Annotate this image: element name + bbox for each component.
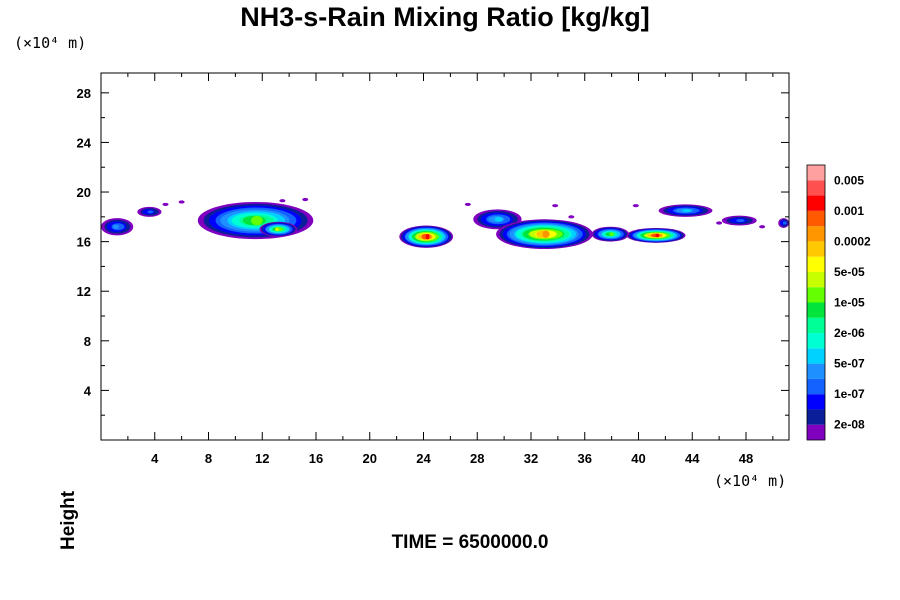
cloud-7-level-9 xyxy=(609,232,614,237)
speck-7 xyxy=(632,204,639,208)
cloud-5-level-5 xyxy=(494,216,503,222)
cloud-10 xyxy=(721,215,757,226)
x-axis-unit: (×10⁴ m) xyxy=(714,472,787,490)
y-tick-label-24: 24 xyxy=(77,135,92,150)
speck-0 xyxy=(162,202,169,207)
x-tick-label-40: 40 xyxy=(631,451,645,466)
cloud-11 xyxy=(778,218,789,228)
cloud-9-level-5 xyxy=(682,209,692,213)
speck-2 xyxy=(279,199,286,203)
colorbar-segment-16 xyxy=(807,180,825,196)
colorbar-segment-11 xyxy=(807,256,825,272)
clouds-layer xyxy=(101,197,789,250)
cloud-2 xyxy=(197,201,314,240)
speck-5 xyxy=(552,204,559,208)
x-tick-label-32: 32 xyxy=(524,451,538,466)
colorbar-segment-7 xyxy=(807,317,825,334)
speck-6 xyxy=(568,215,575,219)
colorbar-label-0: 2e-08 xyxy=(834,418,865,432)
plot-frame xyxy=(100,72,790,441)
x-tick-label-28: 28 xyxy=(470,451,484,466)
colorbar-border xyxy=(806,164,826,441)
colorbar-segment-12 xyxy=(807,241,825,257)
speck-8 xyxy=(716,221,723,225)
cloud-7 xyxy=(591,226,630,242)
colorbar-label-4: 1e-05 xyxy=(834,296,865,310)
time-caption: TIME = 6500000.0 xyxy=(391,532,549,553)
cloud-4 xyxy=(399,225,454,248)
speck-4 xyxy=(464,202,471,207)
speck-9 xyxy=(759,225,766,229)
cloud-8-level-15 xyxy=(655,233,660,238)
colorbar-segment-15 xyxy=(807,195,825,211)
x-tick-label-4: 4 xyxy=(151,451,159,466)
colorbar-label-2: 5e-07 xyxy=(834,357,865,371)
colorbar-segment-17 xyxy=(807,165,825,181)
chart-title: NH3-s-Rain Mixing Ratio [kg/kg] xyxy=(240,2,650,32)
plot-border xyxy=(100,72,790,441)
y-tick-label-20: 20 xyxy=(77,185,91,200)
x-tick-label-48: 48 xyxy=(739,451,753,466)
cloud-11-level-3 xyxy=(782,221,787,225)
y-tick-label-12: 12 xyxy=(77,284,91,299)
cloud-9 xyxy=(658,204,713,217)
colorbar: 2e-08 1e-07 5e-07 2e-06 1e-05 5e-05 0.0002 0.00… xyxy=(806,164,871,441)
cloud-0-level-4 xyxy=(112,224,120,229)
x-tick-label-16: 16 xyxy=(309,451,323,466)
y-tick-label-28: 28 xyxy=(77,86,91,101)
cloud-6-level-13 xyxy=(542,230,550,238)
cloud-3-level-10 xyxy=(275,227,280,232)
plot-area xyxy=(101,73,789,440)
x-tick-label-8: 8 xyxy=(205,451,212,466)
colorbar-label-5: 5e-05 xyxy=(834,265,865,279)
colorbar-segment-14 xyxy=(807,210,825,227)
y-tick-label-4: 4 xyxy=(84,383,92,398)
colorbar-segment-2 xyxy=(807,394,825,410)
colorbar-segment-8 xyxy=(807,302,825,318)
colorbar-label-8: 0.005 xyxy=(834,173,864,187)
cloud-2-level-9 xyxy=(251,215,263,226)
colorbar-label-7: 0.001 xyxy=(834,204,864,218)
colorbar-segment-5 xyxy=(807,348,825,364)
colorbar-label-1: 1e-07 xyxy=(834,387,865,401)
colorbar-segment-0 xyxy=(807,424,825,440)
cloud-4-level-15 xyxy=(425,233,430,240)
colorbar-segment-4 xyxy=(807,363,825,379)
plot-background xyxy=(101,73,789,440)
cloud-10-level-3 xyxy=(736,219,745,223)
colorbar-label-6: 0.0002 xyxy=(834,234,871,248)
speck-3 xyxy=(302,197,309,202)
cloud-6 xyxy=(496,219,593,250)
cloud-3 xyxy=(259,221,298,237)
cloud-1-level-3 xyxy=(147,210,154,214)
y-tick-label-8: 8 xyxy=(84,334,91,349)
cloud-8 xyxy=(626,227,686,243)
cloud-1 xyxy=(137,206,162,217)
x-tick-label-20: 20 xyxy=(363,451,377,466)
colorbar-segment-1 xyxy=(807,409,825,425)
y-tick-label-16: 16 xyxy=(77,235,91,250)
cloud-0 xyxy=(101,218,134,236)
colorbar-segment-9 xyxy=(807,287,825,303)
x-tick-label-12: 12 xyxy=(255,451,269,466)
x-tick-label-24: 24 xyxy=(416,451,431,466)
x-tick-label-44: 44 xyxy=(685,451,700,466)
x-tick-label-36: 36 xyxy=(578,451,592,466)
colorbar-segment-3 xyxy=(807,378,825,395)
colorbar-segment-13 xyxy=(807,226,825,242)
y-axis-unit: (×10⁴ m) xyxy=(14,34,87,52)
colorbar-label-3: 2e-06 xyxy=(834,326,865,340)
colorbar-segment-10 xyxy=(807,271,825,288)
colorbar-segment-6 xyxy=(807,333,825,349)
speck-1 xyxy=(178,200,185,204)
